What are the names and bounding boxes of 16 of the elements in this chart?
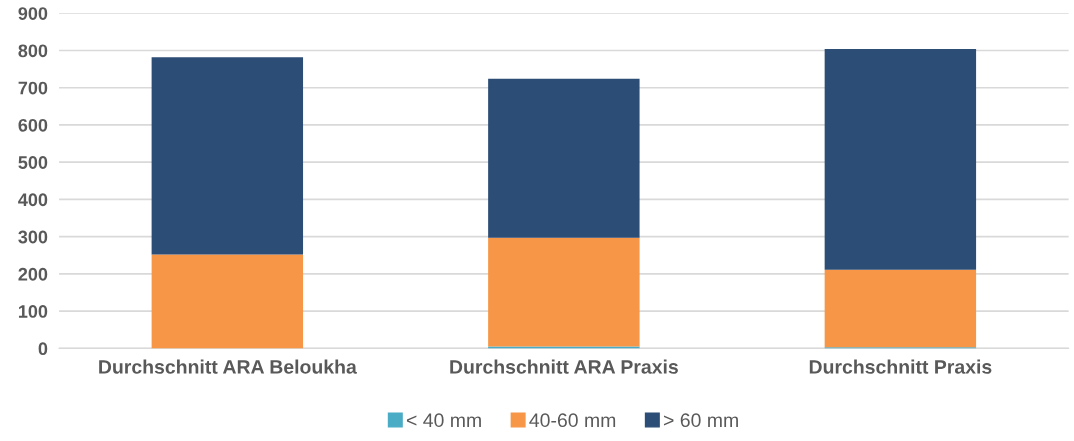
y-tick-label: 100 <box>18 305 48 318</box>
y-tick-label: 500 <box>18 156 48 169</box>
x-tick-label: Durchschnitt Praxis <box>809 359 992 374</box>
x-tick-label: Durchschnitt ARA Beloukha <box>99 359 357 374</box>
y-tick-label: 400 <box>18 193 48 207</box>
y-tick-label: 900 <box>18 7 48 20</box>
y-tick-label: 800 <box>18 44 48 58</box>
y-tick-label: 600 <box>18 118 48 132</box>
x-tick-label: Durchschnitt ARA Praxis <box>450 359 678 374</box>
legend-label: < 40 mm <box>406 413 481 428</box>
y-tick-label: 0 <box>38 342 48 356</box>
legend-label: > 60 mm <box>663 413 738 428</box>
y-tick-label: 200 <box>18 267 48 281</box>
legend-label: 40-60 mm <box>529 413 616 428</box>
y-tick-label: 300 <box>18 230 48 244</box>
y-tick-label: 700 <box>18 81 48 95</box>
